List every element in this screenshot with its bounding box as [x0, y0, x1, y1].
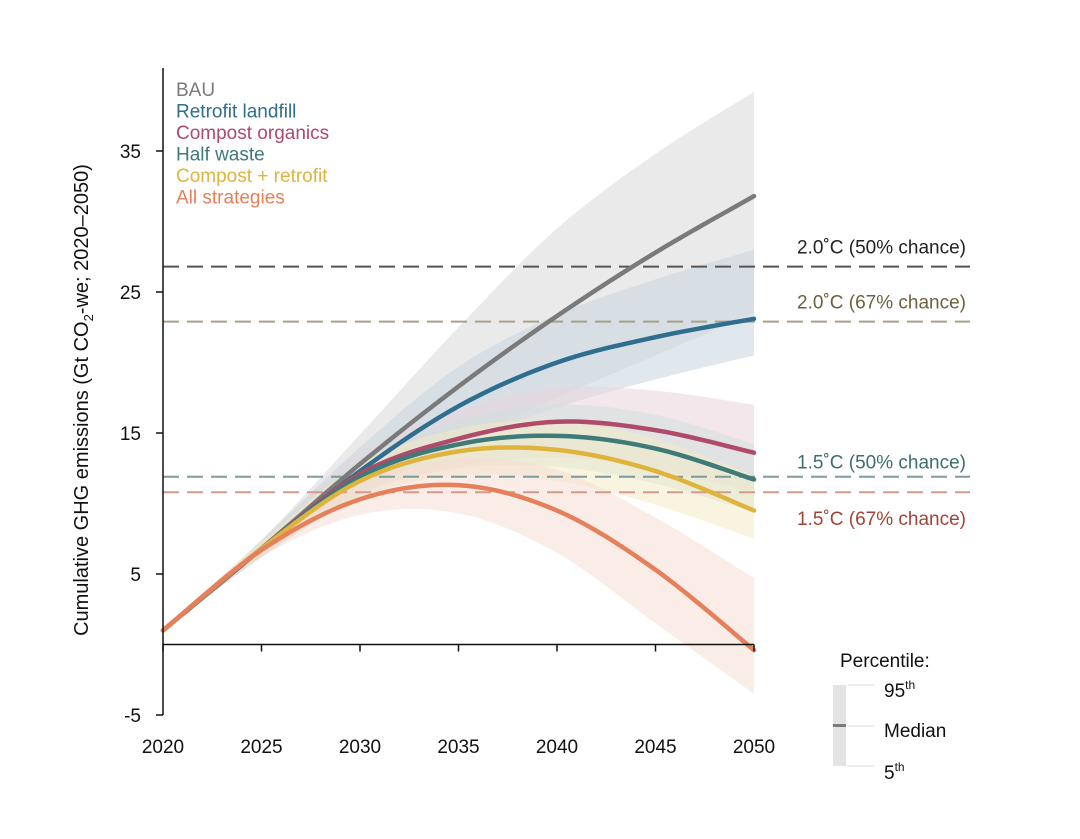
threshold-label-2: 1.5˚C (50% chance)	[797, 453, 966, 474]
y-tick-label: -5	[124, 706, 141, 727]
percentile-legend-title: Percentile:	[840, 651, 930, 672]
y-tick-label: 25	[120, 283, 141, 304]
y-axis-label: Cumulative GHG emissions (Gt CO2-we; 202…	[71, 164, 96, 636]
median-lines	[160, 193, 757, 653]
x-tick-label: 2040	[536, 737, 578, 758]
band-compost-retrofit	[163, 419, 754, 631]
legend-item-5: All strategies	[176, 188, 285, 209]
line-all-strategies	[160, 482, 757, 653]
legend-item-4: Compost + retrofit	[176, 166, 328, 187]
y-tick-label: 5	[130, 565, 141, 586]
percentile-legend-5: 5th	[884, 760, 905, 784]
x-tick-label: 2035	[437, 737, 479, 758]
threshold-label-1: 2.0˚C (67% chance)	[797, 293, 966, 314]
band-all-strategies	[163, 457, 754, 694]
x-tick-label: 2045	[634, 737, 676, 758]
percentile-legend-median: Median	[884, 721, 946, 742]
x-tick-label: 2030	[339, 737, 381, 758]
threshold-label-3: 1.5˚C (67% chance)	[797, 509, 966, 530]
legend-item-2: Compost organics	[176, 123, 329, 144]
axes: -5 5 15 25 35 2020 2025 2030 2035 2040 2045 2050	[120, 68, 775, 758]
threshold-label-0: 2.0˚C (50% chance)	[797, 238, 966, 259]
percentile-legend-median-mark	[833, 724, 846, 727]
x-tick-label: 2050	[733, 737, 775, 758]
legend-item-3: Half waste	[176, 145, 265, 166]
legend-item-0: BAU	[176, 80, 215, 101]
y-tick-label: 35	[120, 142, 141, 163]
threshold-lines: 2.0˚C (50% chance) 2.0˚C (67% chance) 1.5˚…	[163, 238, 970, 530]
legend-item-1: Retrofit landfill	[176, 102, 296, 123]
x-tick-label: 2025	[240, 737, 282, 758]
y-tick-label: 15	[120, 424, 141, 445]
x-tick-label: 2020	[142, 737, 184, 758]
percentile-legend: Percentile: 95th Median 5th	[833, 651, 946, 784]
percentile-legend-95: 95th	[884, 678, 915, 702]
